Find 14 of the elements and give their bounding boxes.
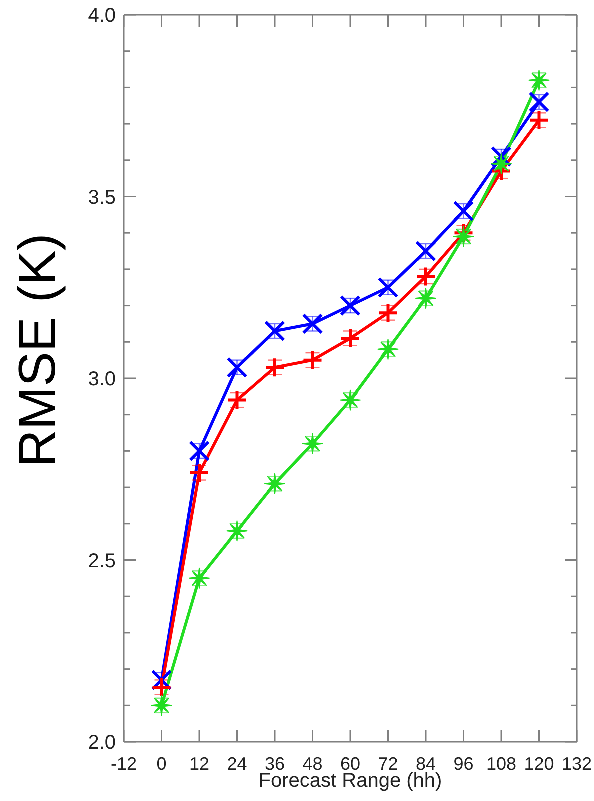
x-tick-label: 108 [486, 754, 517, 774]
x-tick-label: 12 [189, 754, 210, 774]
x-tick-label: 120 [524, 754, 554, 774]
x-tick-label: -12 [110, 754, 138, 774]
y-tick-label: 4.0 [88, 5, 116, 27]
x-tick-label: 0 [156, 754, 167, 774]
y-tick-label: 2.0 [88, 732, 116, 754]
y-tick-label: 3.0 [88, 368, 116, 390]
y-tick-label: 3.5 [88, 186, 116, 209]
x-tick-label: 24 [227, 754, 248, 774]
y-tick-label: 2.5 [88, 550, 116, 572]
y-axis-title: RMSE (K) [9, 234, 67, 468]
x-tick-label: 96 [454, 754, 474, 774]
x-tick-label: 132 [562, 754, 592, 774]
